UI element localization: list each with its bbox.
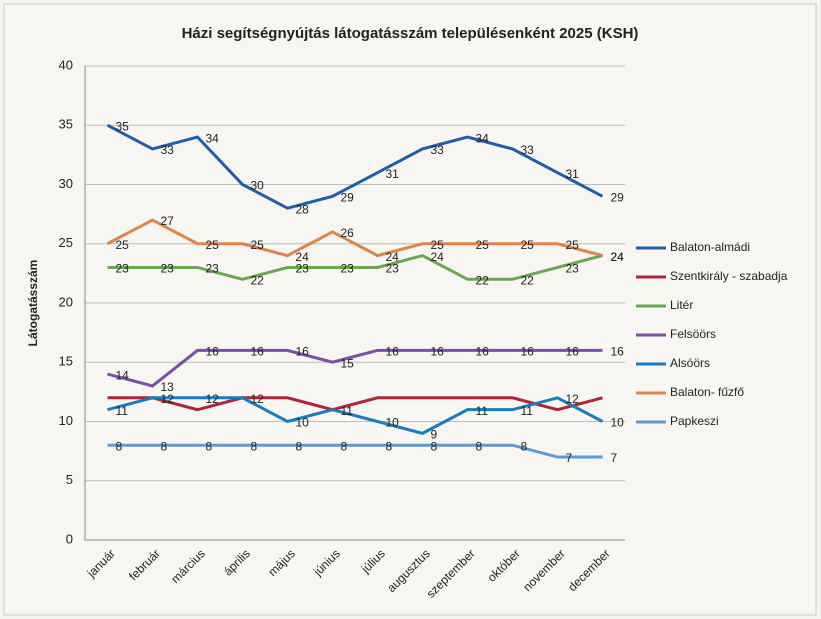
data-label: 10 bbox=[296, 416, 310, 430]
data-label: 16 bbox=[566, 345, 580, 359]
data-label: 23 bbox=[206, 262, 220, 276]
series-line bbox=[106, 123, 604, 210]
data-label: 16 bbox=[251, 345, 265, 359]
data-label: 8 bbox=[161, 439, 168, 453]
data-label: 11 bbox=[521, 404, 534, 418]
data-label: 8 bbox=[476, 439, 483, 453]
series-line bbox=[107, 254, 603, 281]
data-label: 16 bbox=[431, 345, 445, 359]
legend-label: Felsöörs bbox=[670, 327, 716, 341]
y-tick-label: 10 bbox=[59, 413, 73, 428]
data-label: 35 bbox=[116, 119, 130, 133]
data-label: 27 bbox=[161, 214, 175, 228]
data-label: 33 bbox=[431, 143, 445, 157]
data-label: 25 bbox=[566, 238, 580, 252]
y-tick-label: 35 bbox=[59, 117, 73, 132]
data-label: 8 bbox=[341, 439, 348, 453]
data-label: 26 bbox=[341, 226, 355, 240]
data-label: 15 bbox=[341, 356, 355, 370]
series-line bbox=[107, 396, 604, 435]
data-label: 16 bbox=[206, 345, 220, 359]
data-label: 8 bbox=[116, 439, 123, 453]
data-label: 31 bbox=[566, 167, 580, 181]
y-tick-label: 25 bbox=[59, 235, 73, 250]
data-label: 24 bbox=[611, 250, 625, 264]
legend-label: Balaton-almádi bbox=[670, 240, 750, 254]
data-label: 24 bbox=[296, 250, 310, 264]
data-label: 12 bbox=[251, 392, 265, 406]
data-label: 8 bbox=[431, 439, 438, 453]
data-label: 31 bbox=[386, 167, 400, 181]
data-label: 29 bbox=[611, 191, 625, 205]
data-label: 28 bbox=[296, 202, 310, 216]
data-label: 25 bbox=[476, 238, 490, 252]
data-label: 23 bbox=[161, 262, 175, 276]
data-label: 25 bbox=[431, 238, 445, 252]
series-line bbox=[107, 348, 603, 388]
data-label: 16 bbox=[296, 345, 310, 359]
data-label: 12 bbox=[206, 392, 220, 406]
legend-label: Papkeszi bbox=[670, 414, 719, 428]
data-label: 29 bbox=[341, 191, 355, 205]
data-label: 16 bbox=[386, 345, 400, 359]
data-label: 8 bbox=[521, 439, 528, 453]
data-label: 34 bbox=[206, 131, 220, 145]
y-tick-label: 40 bbox=[59, 57, 73, 72]
data-label: 8 bbox=[296, 439, 303, 453]
data-label: 14 bbox=[116, 368, 130, 382]
data-label: 11 bbox=[341, 404, 354, 418]
data-label: 24 bbox=[386, 250, 400, 264]
data-label: 22 bbox=[476, 273, 490, 287]
series-line bbox=[107, 443, 603, 459]
data-label: 33 bbox=[161, 143, 175, 157]
legend-label: Alsóörs bbox=[670, 356, 710, 370]
data-label: 16 bbox=[476, 345, 490, 359]
data-label: 25 bbox=[116, 238, 130, 252]
y-tick-label: 20 bbox=[59, 294, 73, 309]
data-label: 25 bbox=[251, 238, 265, 252]
data-label: 23 bbox=[116, 262, 130, 276]
data-label: 30 bbox=[251, 179, 265, 193]
data-label: 22 bbox=[521, 273, 535, 287]
data-label: 16 bbox=[521, 345, 535, 359]
y-axis-label: Látogatásszám bbox=[26, 260, 40, 347]
data-label: 10 bbox=[386, 416, 400, 430]
data-label: 22 bbox=[251, 273, 265, 287]
data-label: 33 bbox=[521, 143, 535, 157]
data-label: 10 bbox=[611, 416, 625, 430]
data-label: 11 bbox=[476, 404, 489, 418]
data-label: 34 bbox=[476, 131, 490, 145]
legend-label: Szentkirály - szabadja bbox=[670, 269, 788, 283]
chart-frame bbox=[3, 3, 817, 616]
y-tick-label: 5 bbox=[66, 472, 73, 487]
data-label: 13 bbox=[161, 380, 175, 394]
data-label: 24 bbox=[431, 250, 445, 264]
data-label: 8 bbox=[386, 439, 393, 453]
data-label: 23 bbox=[296, 262, 310, 276]
data-label: 12 bbox=[161, 392, 175, 406]
data-label: 16 bbox=[611, 345, 625, 359]
data-label: 11 bbox=[116, 404, 129, 418]
data-label: 8 bbox=[206, 439, 213, 453]
data-label: 9 bbox=[431, 428, 438, 442]
data-label: 25 bbox=[206, 238, 220, 252]
legend-label: Litér bbox=[670, 298, 693, 312]
chart-title: Házi segítségnyújtás látogatásszám telep… bbox=[182, 25, 639, 42]
series-line bbox=[106, 218, 603, 258]
data-label: 23 bbox=[566, 262, 580, 276]
legend-label: Balaton- fűzfő bbox=[670, 385, 744, 399]
data-label: 7 bbox=[611, 451, 618, 465]
data-label: 8 bbox=[251, 439, 258, 453]
data-label: 24 bbox=[611, 250, 625, 264]
data-label: 23 bbox=[341, 262, 355, 276]
data-label: 23 bbox=[386, 262, 400, 276]
y-tick-label: 30 bbox=[59, 176, 73, 191]
data-label: 12 bbox=[566, 392, 580, 406]
series-line bbox=[107, 396, 603, 412]
y-tick-label: 15 bbox=[59, 354, 73, 369]
data-label: 25 bbox=[521, 238, 535, 252]
y-tick-label: 0 bbox=[66, 531, 73, 546]
data-label: 7 bbox=[566, 451, 573, 465]
